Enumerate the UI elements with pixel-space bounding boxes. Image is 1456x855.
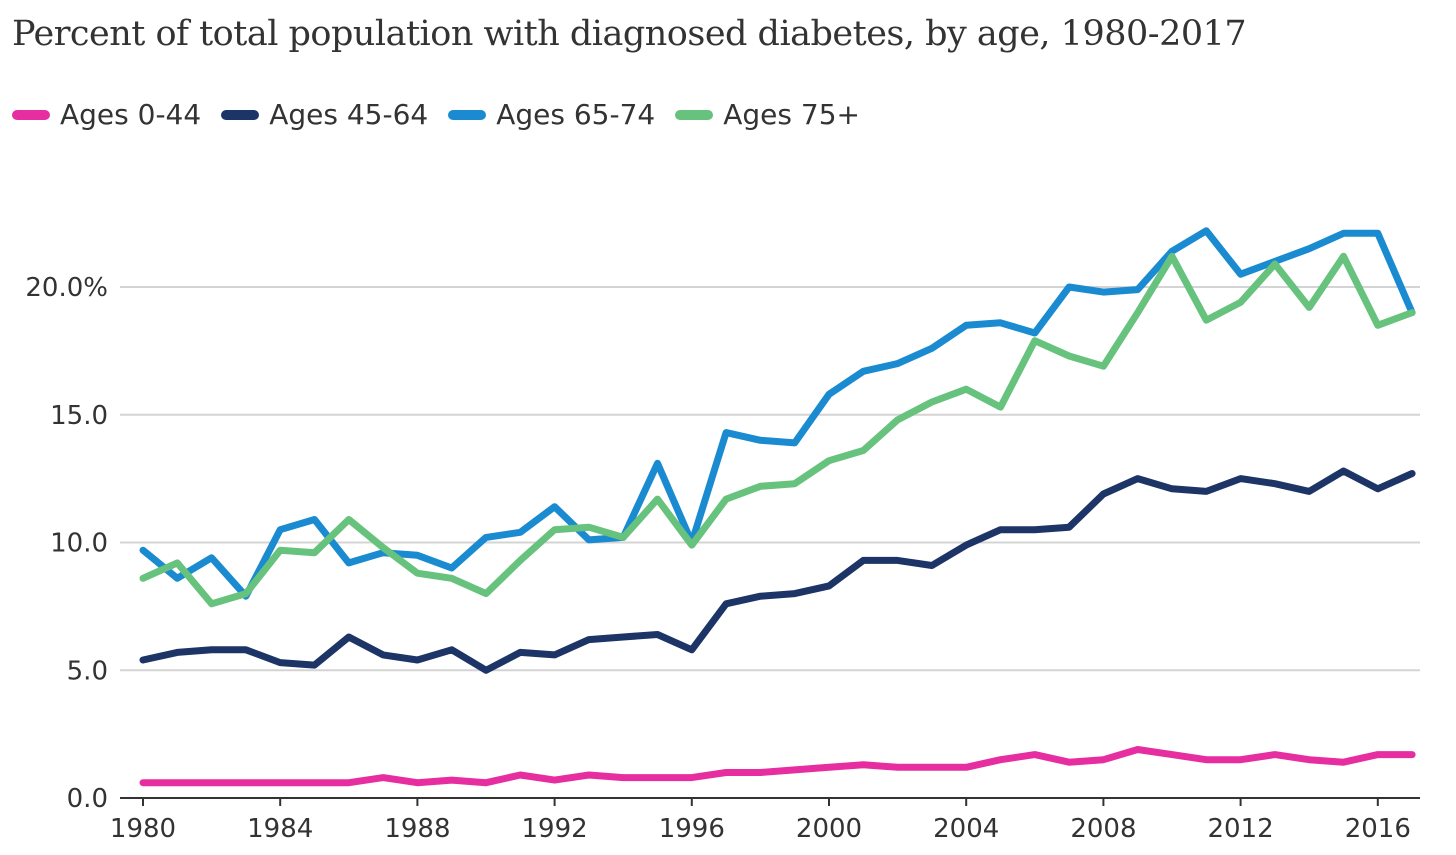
x-tick-label: 1988 <box>384 814 450 844</box>
legend-swatch <box>675 109 714 120</box>
series-line-ages-65-74 <box>139 227 1416 600</box>
legend-label: Ages 75+ <box>723 98 860 131</box>
legend-item: Ages 65-74 <box>448 98 655 131</box>
y-tick-label: 10.0 <box>50 529 108 559</box>
x-tick-label: 2016 <box>1345 814 1411 844</box>
series-line-ages-75- <box>139 252 1416 608</box>
legend-swatch <box>221 109 260 120</box>
x-tick-label: 2004 <box>933 814 999 844</box>
chart-title: Percent of total population with diagnos… <box>12 14 1247 54</box>
legend: Ages 0-44 Ages 45-64 Ages 65-74 Ages 75+ <box>12 98 860 131</box>
legend-label: Ages 0-44 <box>60 98 202 131</box>
legend-label: Ages 65-74 <box>496 98 656 131</box>
y-tick-label: 20.0% <box>25 273 108 303</box>
x-tick-label: 2008 <box>1070 814 1136 844</box>
legend-swatch <box>448 109 487 120</box>
legend-label: Ages 45-64 <box>269 98 429 131</box>
legend-swatch <box>12 109 50 120</box>
y-tick-label: 0.0 <box>67 784 108 814</box>
series-line-ages-0-44 <box>139 746 1416 787</box>
x-tick-label: 2012 <box>1208 814 1274 844</box>
legend-item: Ages 0-44 <box>12 98 201 131</box>
x-tick-label: 1984 <box>247 814 313 844</box>
x-tick-label: 2000 <box>796 814 862 844</box>
legend-item: Ages 75+ <box>675 98 860 131</box>
y-tick-label: 15.0 <box>50 401 108 431</box>
x-tick-label: 1996 <box>659 814 725 844</box>
series-line-ages-45-64 <box>139 467 1416 674</box>
x-tick-label: 1992 <box>522 814 588 844</box>
legend-item: Ages 45-64 <box>221 98 428 131</box>
y-tick-label: 5.0 <box>67 656 108 686</box>
x-tick-label: 1980 <box>110 814 176 844</box>
